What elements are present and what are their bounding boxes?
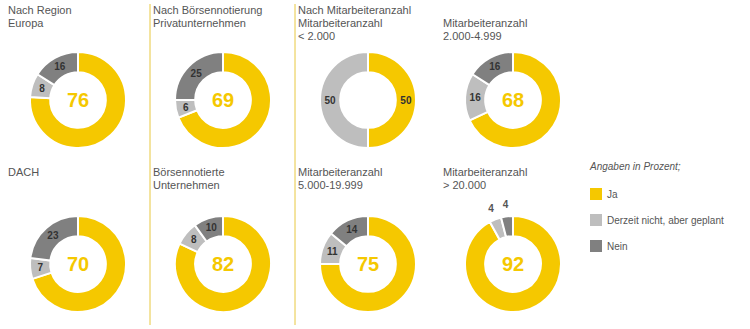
separator-line <box>295 4 296 325</box>
legend-swatch <box>590 214 602 226</box>
donut-chart: Mitarbeiteranzahl2.000-4.999 68 16 16 <box>443 17 561 148</box>
group-header: Nach Börsennotierung <box>153 4 262 16</box>
donut-slice <box>37 52 78 85</box>
data-label: 11 <box>327 246 338 257</box>
group-header: Nach Mitarbeiteranzahl <box>298 4 411 16</box>
chart-title-line: DACH <box>8 166 39 178</box>
legend: Angaben in Prozent; Ja Derzeit nicht, aber… <box>589 161 724 252</box>
legend-title: Angaben in Prozent; <box>589 161 681 172</box>
donut-chart: Nach BörsennotierungPrivatunternehmen 69 6… <box>153 4 271 148</box>
data-label: 23 <box>47 230 59 241</box>
chart-title-line: Börsennotierte <box>153 166 225 178</box>
chart-title-line: Mitarbeiteranzahl <box>443 166 527 178</box>
background <box>0 0 750 329</box>
center-label: 68 <box>502 89 524 111</box>
chart-title-line: < 2.000 <box>298 30 335 42</box>
data-label: 16 <box>489 61 501 72</box>
data-label: 10 <box>206 222 218 233</box>
legend-swatch <box>590 188 602 200</box>
donut-slice <box>175 100 197 118</box>
chart-title-line: Mitarbeiteranzahl <box>298 166 382 178</box>
donut-chart: Mitarbeiteranzahl5.000-19.999 75 11 14 <box>298 166 416 312</box>
data-label: 16 <box>54 61 66 72</box>
donut-chart: Nach MitarbeiteranzahlMitarbeiteranzahl<… <box>298 4 416 148</box>
donut-slice <box>175 216 271 312</box>
data-label: 16 <box>470 92 482 103</box>
donut-slice <box>501 216 513 237</box>
data-label: 50 <box>325 95 337 106</box>
chart-svg: Nach RegionEuropa76816Nach Börsennotieru… <box>0 0 750 329</box>
data-label: 4 <box>488 203 494 214</box>
data-label: 4 <box>503 199 509 210</box>
data-label: 7 <box>37 262 43 273</box>
chart-container: Nach RegionEuropa76816Nach Börsennotieru… <box>0 0 750 329</box>
data-label: 14 <box>346 224 358 235</box>
donut-chart: BörsennotierteUnternehmen 82 8 10 <box>153 166 271 312</box>
chart-title-line: Privatunternehmen <box>153 17 246 29</box>
center-label: 70 <box>67 253 89 275</box>
chart-title-line: 5.000-19.999 <box>298 179 363 191</box>
data-label: 25 <box>191 68 203 79</box>
chart-title: Mitarbeiteranzahl> 20.000 <box>443 166 527 191</box>
legend-entry: Ja <box>607 189 618 200</box>
donut-chart: DACH 70 7 23 <box>8 166 126 312</box>
chart-title: Mitarbeiteranzahl< 2.000 <box>298 17 382 42</box>
donut-slice <box>368 52 416 148</box>
chart-title-line: Europa <box>8 17 44 29</box>
donut-slice <box>331 216 368 246</box>
center-label: 82 <box>212 253 234 275</box>
group-header: Nach Region <box>8 4 72 16</box>
chart-title-line: Mitarbeiteranzahl <box>443 17 527 29</box>
legend-entry: Nein <box>607 241 628 252</box>
donut-slice <box>472 52 513 85</box>
data-label: 50 <box>400 95 412 106</box>
data-label: 8 <box>39 83 45 94</box>
center-label: 75 <box>357 253 379 275</box>
legend-swatch <box>590 240 602 252</box>
donut-slice <box>320 216 416 312</box>
chart-title: Mitarbeiteranzahl5.000-19.999 <box>298 166 382 191</box>
chart-title-line: > 20.000 <box>443 179 486 191</box>
chart-title: Privatunternehmen <box>153 17 246 29</box>
center-label: 76 <box>67 89 89 111</box>
chart-title-line: Unternehmen <box>153 179 220 191</box>
donut-slice <box>30 52 126 148</box>
donut-chart: Mitarbeiteranzahl> 20.000 92 44 <box>443 166 561 312</box>
legend-entry: Derzeit nicht, aber geplant <box>607 215 724 226</box>
chart-title-line: Mitarbeiteranzahl <box>298 17 382 29</box>
data-label: 8 <box>191 234 197 245</box>
donut-slice <box>320 52 368 148</box>
separator-line <box>150 4 151 325</box>
donut-slice <box>465 216 561 312</box>
data-label: 6 <box>183 102 189 113</box>
chart-title: DACH <box>8 166 39 178</box>
chart-title: BörsennotierteUnternehmen <box>153 166 225 191</box>
center-label: 92 <box>502 253 524 275</box>
chart-title: Mitarbeiteranzahl2.000-4.999 <box>443 17 527 42</box>
donut-slice <box>195 216 223 241</box>
donut-chart: Nach RegionEuropa 76 8 16 <box>8 4 126 148</box>
chart-title-line: 2.000-4.999 <box>443 30 502 42</box>
center-label: 69 <box>212 89 234 111</box>
chart-title: Europa <box>8 17 44 29</box>
